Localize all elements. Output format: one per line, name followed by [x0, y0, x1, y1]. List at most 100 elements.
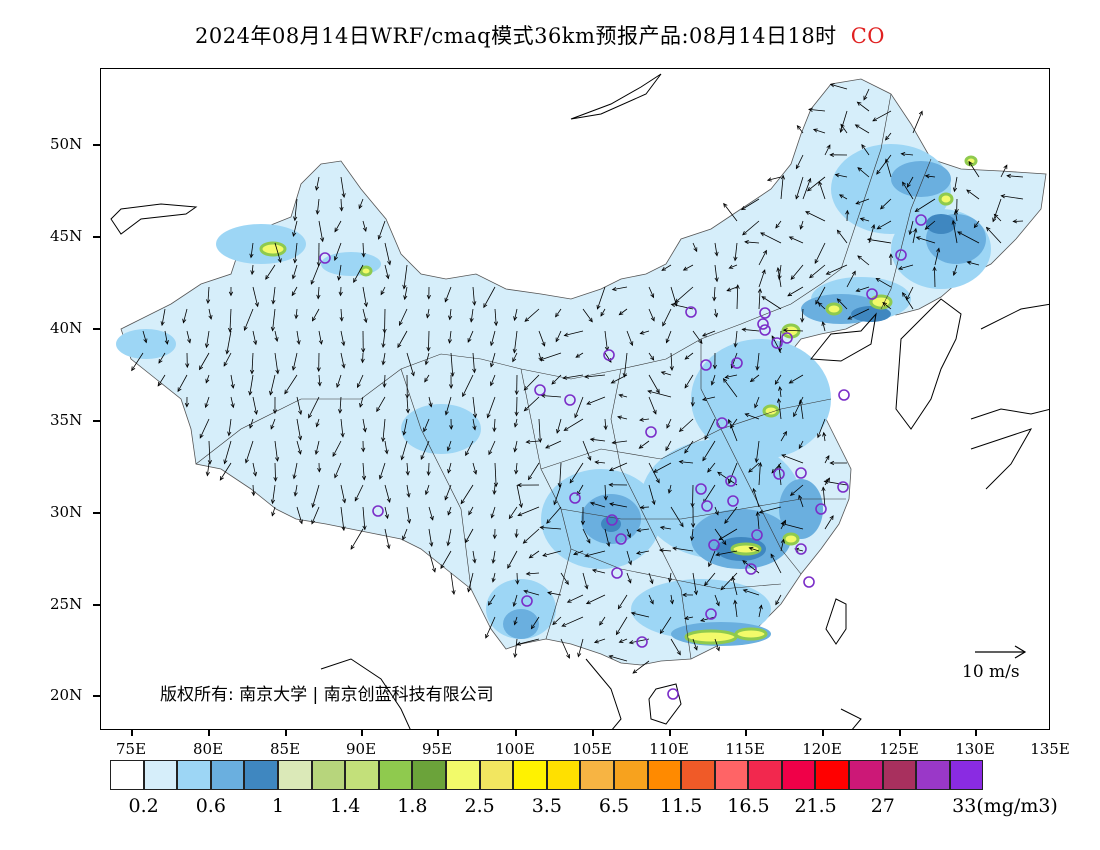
wind-arrow	[513, 330, 518, 353]
wind-arrow	[546, 506, 562, 524]
wind-arrowhead	[362, 227, 367, 232]
wind-arrow	[516, 572, 518, 584]
wind-arrow	[967, 261, 980, 266]
wind-arrowhead	[861, 143, 866, 149]
wind-arrow	[310, 264, 320, 285]
wind-arrowhead	[587, 455, 592, 461]
wind-arrow	[704, 572, 716, 586]
wind-arrowhead	[608, 654, 614, 659]
wind-arrow	[340, 352, 345, 368]
wind-arrow	[428, 330, 430, 351]
wind-arrowhead	[684, 449, 689, 454]
wind-arrow	[274, 352, 279, 374]
wind-arrowhead	[606, 542, 611, 547]
lat-tick	[93, 328, 100, 330]
wind-arrow	[934, 248, 940, 266]
wind-arrow	[734, 242, 738, 261]
wind-arrow	[1007, 175, 1024, 178]
wind-arrow	[626, 572, 632, 584]
wind-arrowhead	[829, 460, 835, 466]
wind-arrowhead	[400, 455, 405, 461]
wind-arrowhead	[770, 553, 775, 559]
wind-arrow	[826, 264, 848, 275]
wind-arrowhead	[547, 591, 552, 596]
wind-arrowhead	[386, 498, 391, 503]
wind-arrow	[781, 522, 804, 530]
wind-arrowhead	[292, 474, 297, 480]
wind-arrow	[925, 175, 936, 178]
colorbar-cell	[210, 760, 245, 790]
wind-arrowhead	[472, 301, 477, 306]
wind-arrowhead	[338, 291, 343, 297]
wind-arrow	[223, 352, 232, 367]
wind-arrowhead	[446, 446, 451, 452]
wind-arrow	[272, 484, 276, 504]
wind-arrowhead	[845, 209, 850, 215]
wind-arrow	[528, 462, 540, 480]
wind-arrowhead	[876, 170, 881, 175]
wind-arrowhead	[386, 544, 391, 550]
wind-arrowhead	[223, 459, 228, 465]
wind-arrow	[450, 572, 455, 595]
wind-arrowhead	[467, 587, 472, 593]
wind-arrowhead	[272, 409, 278, 415]
wind-arrowhead	[569, 478, 574, 484]
wind-arrow	[716, 550, 738, 556]
wind-arrowhead	[589, 437, 595, 442]
colorbar-cell	[714, 760, 749, 790]
wind-arrowhead	[397, 343, 402, 349]
wind-arrow	[595, 461, 606, 464]
wind-arrow	[564, 330, 584, 336]
wind-arrowhead	[708, 562, 712, 568]
wind-arrowhead	[818, 180, 823, 186]
wind-arrowhead	[690, 503, 695, 508]
wind-arrow	[877, 220, 892, 230]
wind-arrowhead	[665, 338, 670, 344]
wind-arrow	[760, 232, 782, 244]
wind-arrowhead	[902, 181, 907, 187]
wind-arrowhead	[658, 548, 664, 553]
wind-arrowhead	[523, 406, 529, 412]
wind-arrowhead	[639, 505, 645, 510]
wind-arrow	[490, 374, 496, 386]
wind-arrowhead	[277, 258, 282, 264]
wind-arrow	[898, 264, 914, 270]
wind-arrowhead	[250, 369, 255, 375]
wind-arrowhead	[405, 471, 410, 476]
lat-label-50n: 50N	[50, 135, 83, 153]
colorbar-cell	[244, 760, 278, 790]
wind-arrowhead	[924, 225, 930, 230]
coastlines	[110, 73, 1049, 729]
wind-arrow	[758, 269, 766, 288]
wind-arrowhead	[659, 629, 664, 635]
wind-arrowhead	[580, 520, 586, 526]
wind-arrow	[902, 181, 914, 200]
wind-arrow	[637, 528, 650, 532]
wind-arrow	[814, 242, 826, 264]
wind-arrowhead	[726, 287, 732, 292]
wind-arrowhead	[952, 187, 958, 193]
wind-arrowhead	[749, 377, 755, 383]
wind-arrow	[604, 484, 607, 500]
lon-tick	[745, 730, 747, 736]
wind-arrow	[734, 600, 738, 618]
wind-arrow	[295, 308, 298, 319]
wind-arrowhead	[253, 340, 258, 346]
wind-arrowhead	[669, 599, 674, 605]
wind-arrow	[569, 462, 584, 484]
wind-arrow	[799, 400, 804, 420]
copyright-text: 版权所有: 南京大学 | 南京创蓝科技有限公司	[160, 685, 494, 705]
wind-arrow	[597, 286, 606, 309]
wind-arrow	[702, 396, 716, 401]
wind-arrow	[692, 484, 694, 507]
lon-tick	[592, 730, 594, 736]
wind-arrowhead	[431, 567, 436, 573]
wind-arrowhead	[693, 590, 698, 596]
wind-arrowhead	[472, 558, 477, 564]
wind-arrowhead	[780, 538, 785, 544]
wind-arrowhead	[447, 468, 452, 474]
wind-arrow	[403, 418, 408, 435]
wind-arrowhead	[684, 615, 689, 621]
wind-arrow	[245, 440, 254, 463]
wind-arrow	[934, 267, 936, 288]
